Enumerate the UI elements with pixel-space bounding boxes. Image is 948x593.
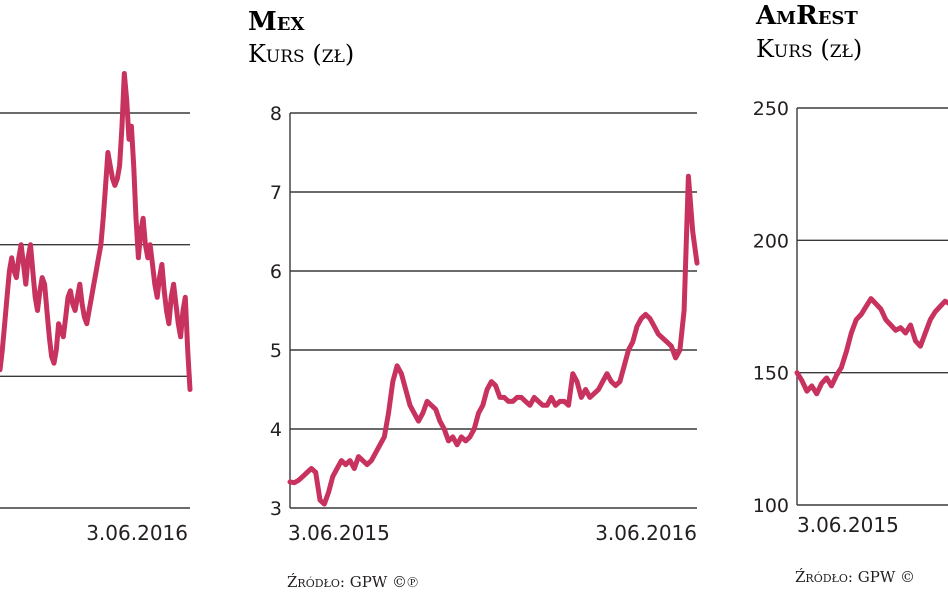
price-line-left <box>0 71 193 392</box>
x-label-end-left: 3.06.2016 <box>86 521 188 545</box>
y-tick-label-amrest: 250 <box>753 98 789 120</box>
x-label-start-amrest: 3.06.2015 <box>797 513 899 537</box>
x-label-end-mex: 3.06.2016 <box>595 521 697 545</box>
chart-panel-left: 3.06.2016 <box>0 71 193 545</box>
y-tick-label-mex: 3 <box>270 498 282 520</box>
y-tick-label-amrest: 200 <box>753 230 789 252</box>
y-tick-label-mex: 8 <box>270 103 282 125</box>
chart-title-amrest: AmRest <box>755 1 858 31</box>
chart-title-mex: Mex <box>248 7 305 37</box>
chart-panel-mex: Mex Kurs (zł) 3 4 5 6 7 8 3.06.2015 3.06.2016… <box>248 7 700 591</box>
y-tick-label-mex: 5 <box>270 340 282 362</box>
chart-subtitle-amrest: Kurs (zł) <box>756 35 862 63</box>
y-tick-label-mex: 6 <box>270 261 282 283</box>
source-note-amrest: Źródło: GPW © <box>795 568 915 586</box>
y-tick-label-mex: 7 <box>270 182 282 204</box>
y-tick-label-amrest: 100 <box>753 495 789 517</box>
price-line-amrest <box>794 296 948 397</box>
y-tick-label-amrest: 150 <box>753 363 789 385</box>
x-label-start-mex: 3.06.2015 <box>288 521 390 545</box>
chart-subtitle-mex: Kurs (zł) <box>248 40 354 68</box>
y-tick-label-mex: 4 <box>270 419 282 441</box>
source-note-mex: Źródło: GPW ©℗ <box>287 573 418 591</box>
price-line-mex <box>287 173 700 507</box>
